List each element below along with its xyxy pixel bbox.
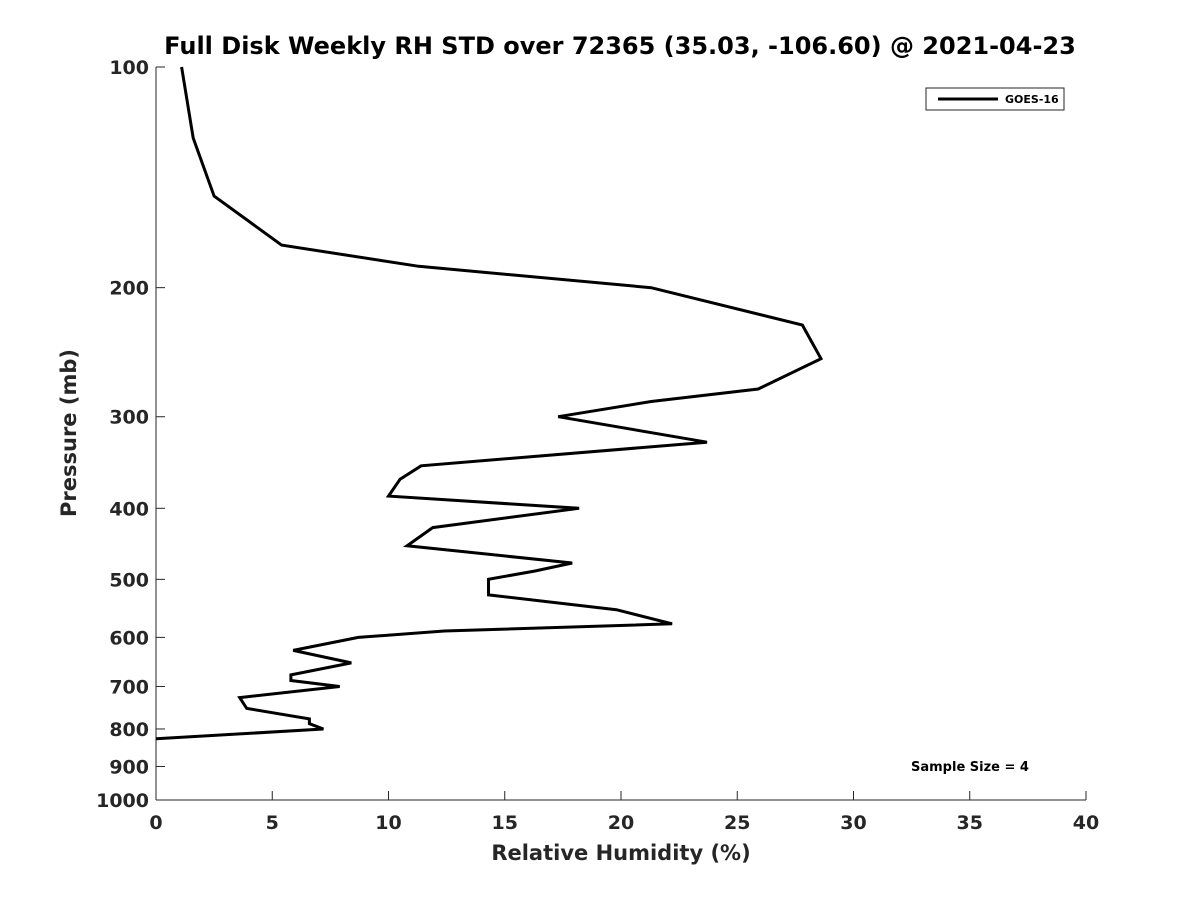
y-tick-label: 300 bbox=[109, 407, 149, 429]
x-axis-label: Relative Humidity (%) bbox=[491, 841, 750, 865]
x-tick-label: 5 bbox=[266, 812, 279, 834]
y-ticks: 100 200 300 400 500 600 700 800 900 1000 bbox=[96, 57, 165, 812]
y-tick-label: 700 bbox=[109, 676, 149, 698]
legend-entry-goes-16: GOES-16 bbox=[1005, 93, 1059, 106]
y-tick-label: 500 bbox=[109, 569, 149, 591]
x-tick-label: 0 bbox=[149, 812, 162, 834]
x-tick-label: 20 bbox=[608, 812, 634, 834]
x-tick-label: 10 bbox=[375, 812, 401, 834]
x-tick-label: 40 bbox=[1073, 812, 1099, 834]
sample-size-annotation: Sample Size = 4 bbox=[911, 760, 1029, 775]
x-tick-label: 15 bbox=[492, 812, 518, 834]
y-tick-label: 1000 bbox=[96, 790, 149, 812]
legend: GOES-16 bbox=[925, 87, 1065, 111]
y-tick-label: 900 bbox=[109, 756, 149, 778]
y-tick-label: 400 bbox=[109, 498, 149, 520]
x-tick-label: 30 bbox=[840, 812, 866, 834]
x-ticks: 0 5 10 15 20 25 30 35 40 bbox=[149, 791, 1099, 834]
x-tick-label: 35 bbox=[957, 812, 983, 834]
chart-title: Full Disk Weekly RH STD over 72365 (35.0… bbox=[164, 32, 1076, 60]
x-tick-label: 25 bbox=[724, 812, 750, 834]
y-axis-label: Pressure (mb) bbox=[57, 349, 81, 517]
y-tick-label: 800 bbox=[109, 719, 149, 741]
y-tick-label: 100 bbox=[109, 57, 149, 79]
y-tick-label: 200 bbox=[109, 278, 149, 300]
series-line-goes-16 bbox=[155, 66, 824, 741]
y-tick-label: 600 bbox=[109, 627, 149, 649]
plot-area bbox=[156, 67, 1086, 800]
